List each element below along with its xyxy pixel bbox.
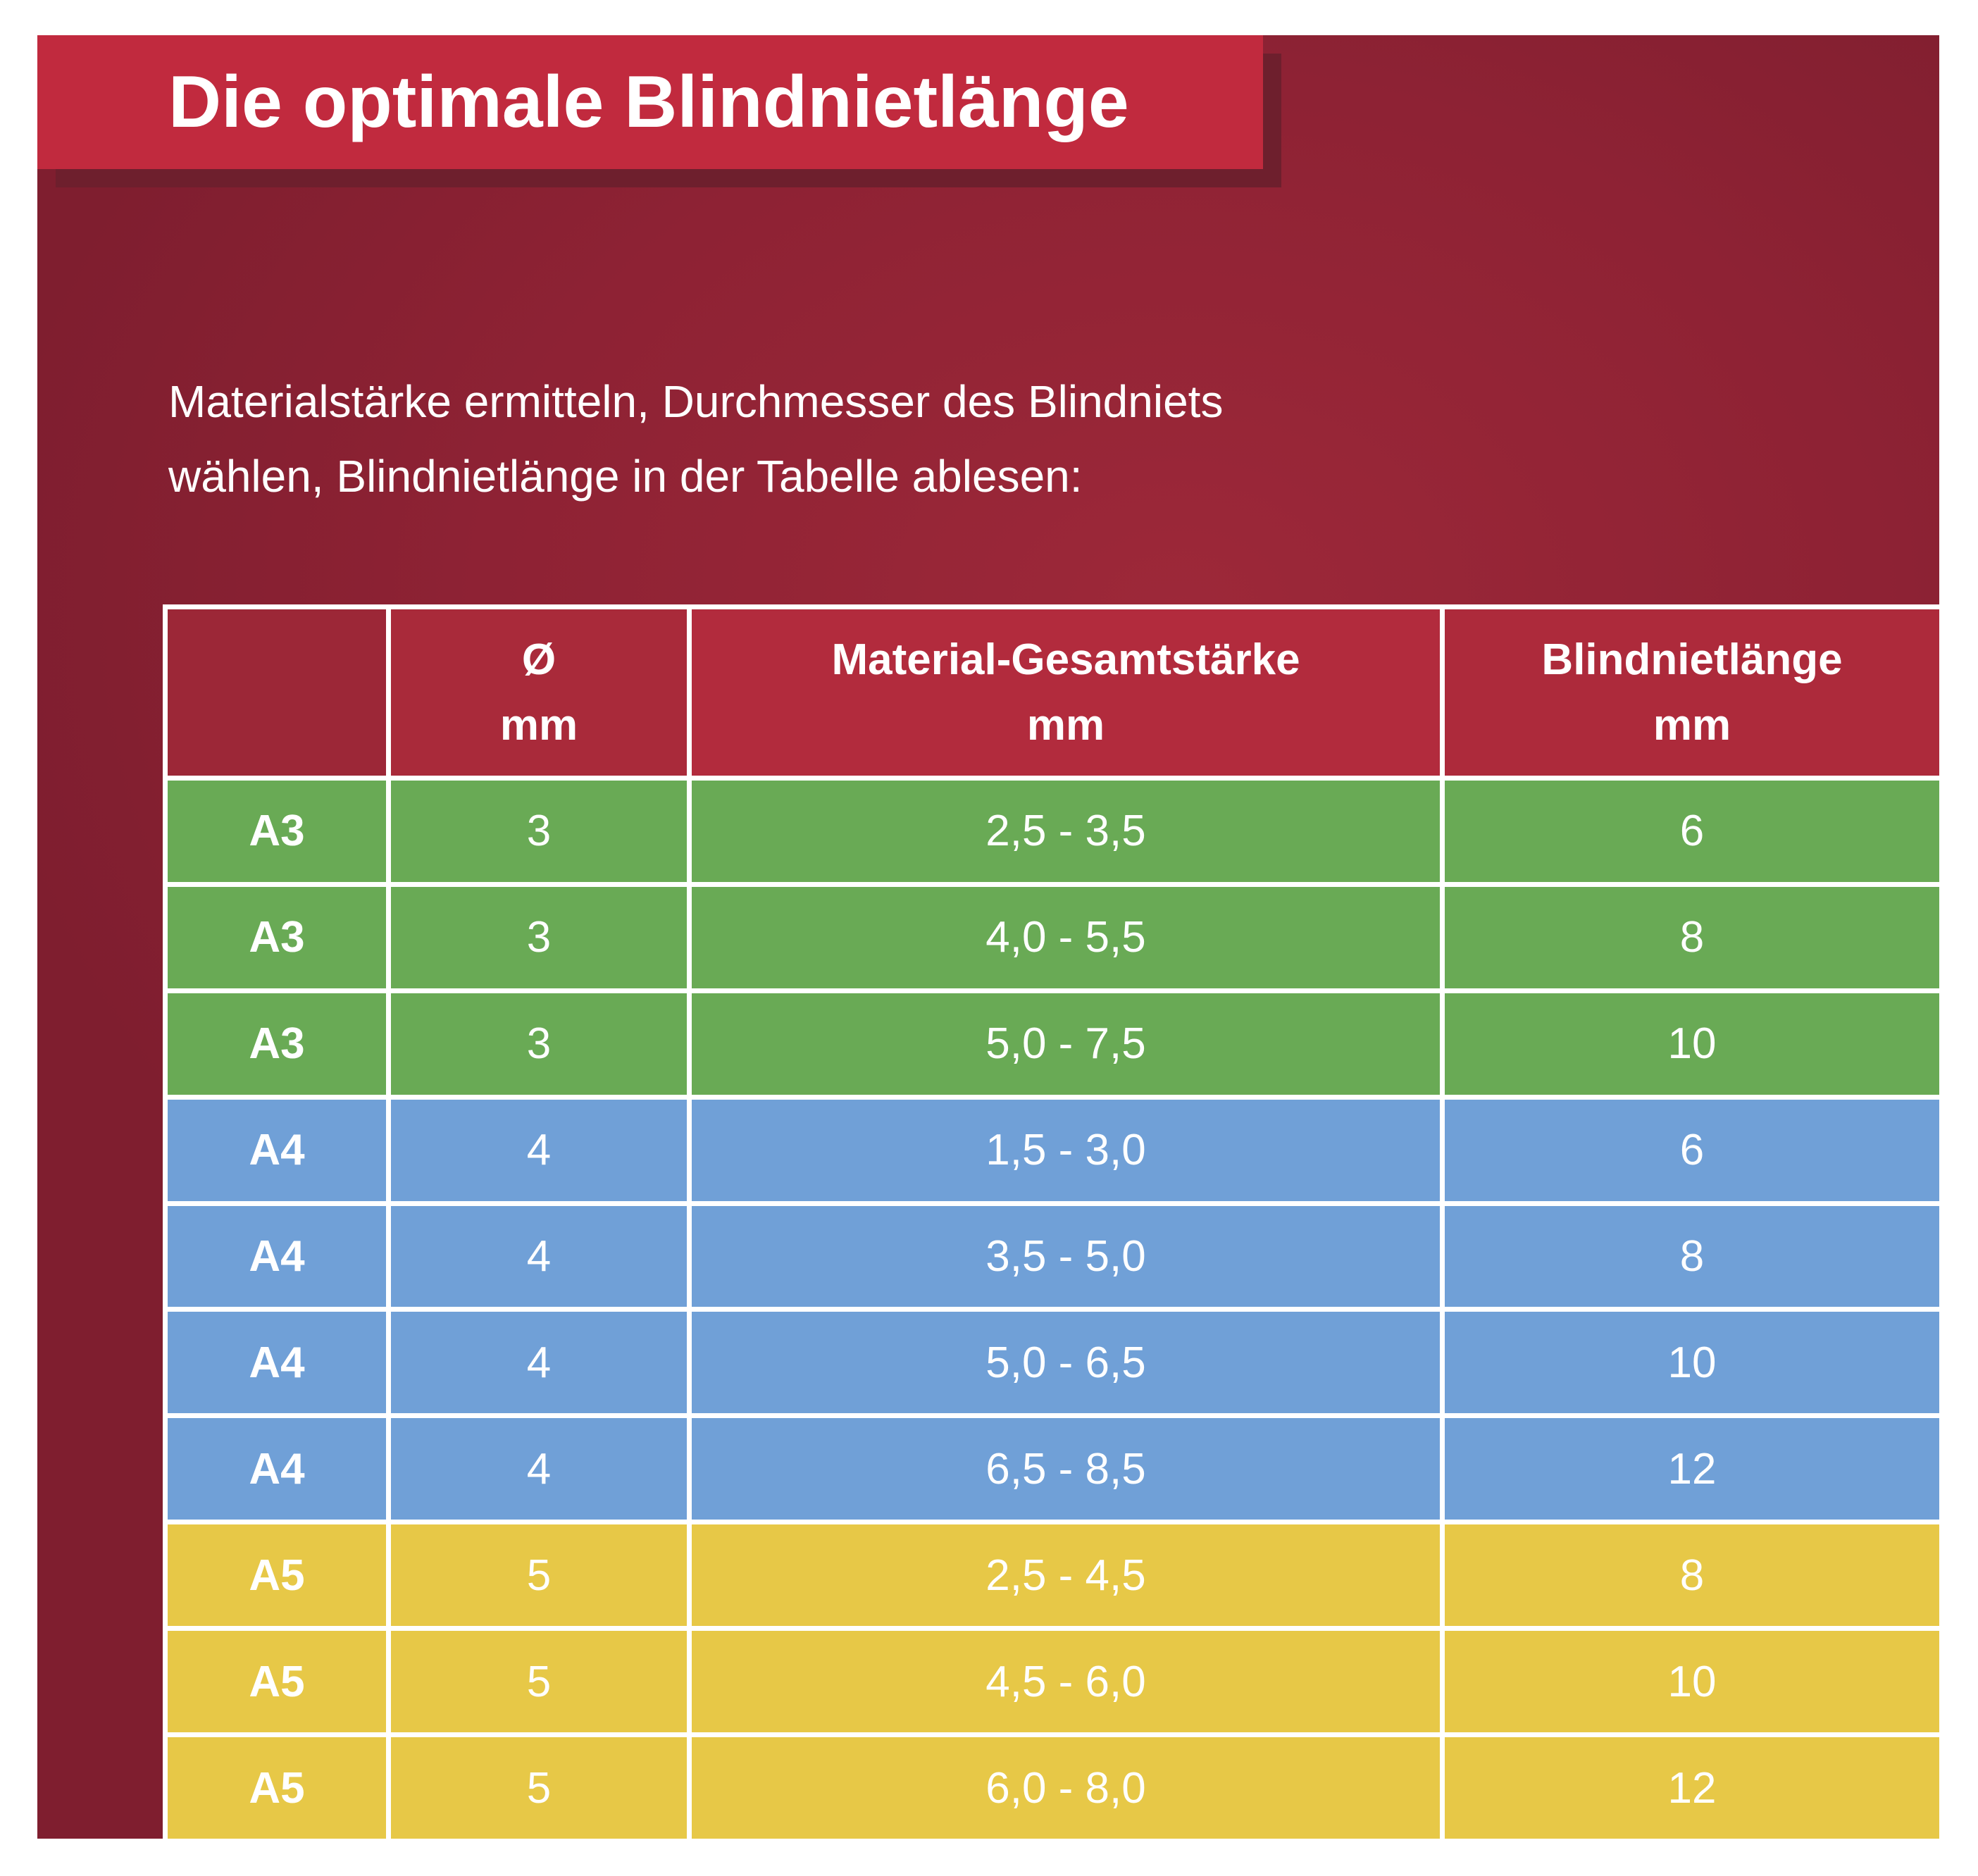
cell-rivet-length: 10 bbox=[1445, 1312, 1939, 1414]
cell-rivet-length: 10 bbox=[1445, 1631, 1939, 1733]
cell-rivet-length: 6 bbox=[1445, 1099, 1939, 1201]
cell-diameter: 5 bbox=[391, 1524, 687, 1627]
page-title: Die optimale Blindnietlänge bbox=[168, 61, 1129, 143]
rivet-length-table: Ø mm Material-Gesamtstärke mm Blindnietl… bbox=[163, 604, 1939, 1839]
cell-diameter: 4 bbox=[391, 1205, 687, 1307]
header-diameter-unit: mm bbox=[499, 701, 578, 750]
header-diameter-cell: Ø mm bbox=[391, 609, 687, 776]
header-material-unit: mm bbox=[1026, 701, 1105, 750]
header-diameter-label: Ø bbox=[521, 635, 556, 684]
cell-material-range: 5,0 - 6,5 bbox=[692, 1312, 1440, 1414]
cell-material-range: 3,5 - 5,0 bbox=[692, 1205, 1440, 1307]
cell-series: A4 bbox=[168, 1418, 386, 1520]
cell-material-range: 4,5 - 6,0 bbox=[692, 1631, 1440, 1733]
cell-series: A5 bbox=[168, 1524, 386, 1627]
cell-material-range: 6,5 - 8,5 bbox=[692, 1418, 1440, 1520]
cell-series: A5 bbox=[168, 1737, 386, 1839]
cell-rivet-length: 6 bbox=[1445, 781, 1939, 882]
header-material-label: Material-Gesamtstärke bbox=[831, 635, 1300, 684]
cell-diameter: 3 bbox=[391, 886, 687, 988]
intro-line-1: Materialstärke ermitteln, Durchmesser de… bbox=[168, 376, 1224, 427]
cell-material-range: 2,5 - 4,5 bbox=[692, 1524, 1440, 1627]
cell-material-range: 2,5 - 3,5 bbox=[692, 781, 1440, 882]
cell-series: A5 bbox=[168, 1631, 386, 1733]
cell-diameter: 5 bbox=[391, 1737, 687, 1839]
title-banner: Die optimale Blindnietlänge bbox=[37, 35, 1263, 169]
cell-diameter: 4 bbox=[391, 1418, 687, 1520]
cell-diameter: 5 bbox=[391, 1631, 687, 1733]
header-spacer-cell bbox=[168, 609, 386, 776]
cell-material-range: 6,0 - 8,0 bbox=[692, 1737, 1440, 1839]
cell-material-range: 4,0 - 5,5 bbox=[692, 886, 1440, 988]
header-length-label: Blindnietlänge bbox=[1541, 635, 1843, 684]
cell-rivet-length: 12 bbox=[1445, 1418, 1939, 1520]
cell-diameter: 4 bbox=[391, 1312, 687, 1414]
cell-material-range: 1,5 - 3,0 bbox=[692, 1099, 1440, 1201]
intro-line-2: wählen, Blindnietlänge in der Tabelle ab… bbox=[168, 450, 1083, 502]
cell-diameter: 3 bbox=[391, 993, 687, 1095]
cell-series: A4 bbox=[168, 1099, 386, 1201]
header-length-cell: Blindnietlänge mm bbox=[1445, 609, 1939, 776]
cell-series: A4 bbox=[168, 1205, 386, 1307]
cell-diameter: 4 bbox=[391, 1099, 687, 1201]
intro-text: Materialstärke ermitteln, Durchmesser de… bbox=[168, 365, 1223, 514]
cell-series: A3 bbox=[168, 886, 386, 988]
cell-series: A4 bbox=[168, 1312, 386, 1414]
cell-rivet-length: 12 bbox=[1445, 1737, 1939, 1839]
cell-diameter: 3 bbox=[391, 781, 687, 882]
cell-rivet-length: 8 bbox=[1445, 1524, 1939, 1627]
header-length-unit: mm bbox=[1653, 701, 1731, 750]
cell-series: A3 bbox=[168, 781, 386, 882]
cell-rivet-length: 8 bbox=[1445, 1205, 1939, 1307]
cell-material-range: 5,0 - 7,5 bbox=[692, 993, 1440, 1095]
cell-series: A3 bbox=[168, 993, 386, 1095]
cell-rivet-length: 10 bbox=[1445, 993, 1939, 1095]
content-background: Die optimale Blindnietlänge Materialstär… bbox=[37, 35, 1939, 1839]
header-material-cell: Material-Gesamtstärke mm bbox=[692, 609, 1440, 776]
cell-rivet-length: 8 bbox=[1445, 886, 1939, 988]
